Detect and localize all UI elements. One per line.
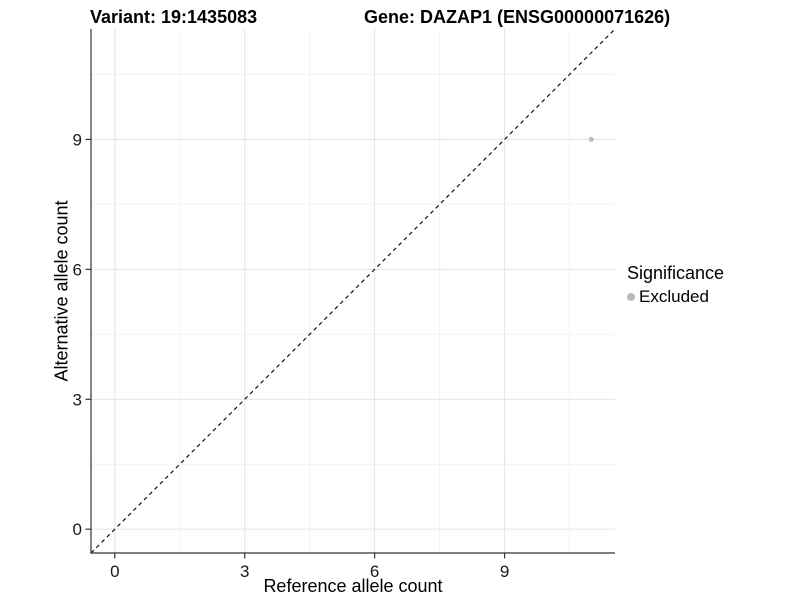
y-tick-label: 9 bbox=[73, 130, 82, 149]
legend-item-excluded: Excluded bbox=[627, 287, 724, 307]
excluded-point-icon bbox=[627, 293, 635, 301]
legend-title: Significance bbox=[627, 263, 725, 283]
legend-item-label: Excluded bbox=[639, 287, 709, 306]
legend: Significance Excluded bbox=[627, 263, 724, 307]
identity-reference-line bbox=[90, 28, 616, 554]
x-axis-title: Reference allele count bbox=[263, 576, 443, 596]
x-tick-label: 0 bbox=[110, 562, 119, 581]
variant-title: Variant: 19:1435083 bbox=[90, 7, 258, 27]
y-tick-label: 0 bbox=[73, 520, 82, 539]
y-tick-label: 6 bbox=[73, 260, 82, 279]
y-tick-label: 3 bbox=[73, 390, 82, 409]
y-axis-title: Alternative allele count bbox=[51, 200, 72, 382]
x-tick-label: 3 bbox=[240, 562, 249, 581]
data-point bbox=[588, 136, 594, 142]
gene-title: Gene: DAZAP1 (ENSG00000071626) bbox=[364, 7, 671, 27]
x-tick-label: 6 bbox=[370, 562, 379, 581]
x-tick-label: 9 bbox=[500, 562, 509, 581]
